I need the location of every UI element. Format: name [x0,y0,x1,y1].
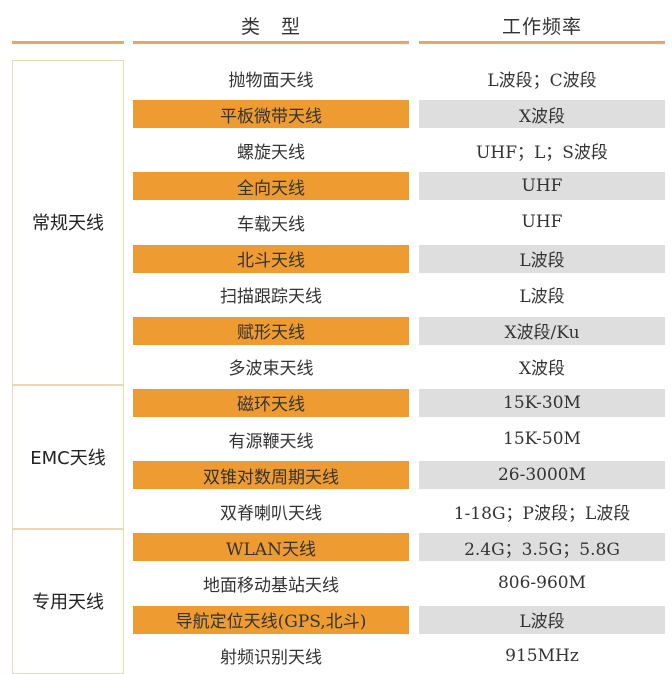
antenna-type: 射频识别天线 [220,648,322,669]
operating-frequency: 26-3000M [419,461,665,490]
operating-frequency: X波段 [419,100,665,129]
operating-frequency: X波段 [518,359,566,380]
operating-frequency: 15K-30M [419,388,665,417]
table-row: 有源鞭天线 15K-50M [0,421,672,457]
antenna-type: 北斗天线 [133,244,409,273]
table-row: 磁环天线 15K-30M [0,385,672,421]
operating-frequency: L波段 [419,244,665,273]
antenna-type: 车载天线 [237,214,305,235]
table-row: 双脊喇叭天线 1-18G；P波段；L波段 [0,493,672,529]
table-row: 双锥对数周期天线 26-3000M [0,457,672,493]
table-row: 螺旋天线 UHF；L；S波段 [0,132,672,168]
operating-frequency: L波段 [519,287,565,308]
operating-frequency: UHF [521,212,563,233]
antenna-type: 扫描跟踪天线 [220,287,322,308]
antenna-type: 平板微带天线 [133,100,409,129]
antenna-type: 全向天线 [133,172,409,201]
antenna-type: WLAN天线 [133,533,409,562]
header-rule [133,41,409,44]
table-row: 导航定位天线(GPS,北斗) L波段 [0,602,672,638]
antenna-type: 双脊喇叭天线 [220,503,322,524]
operating-frequency: UHF [419,172,665,201]
header-frequency: 工作频率 [501,16,582,38]
antenna-type: 螺旋天线 [237,142,305,163]
antenna-type: 赋形天线 [133,316,409,345]
table-row: 射频识别天线 915MHz [0,638,672,674]
operating-frequency: 915MHz [505,645,579,666]
table-row: 赋形天线 X波段/Ku [0,313,672,349]
table-row: WLAN天线 2.4G；3.5G；5.8G [0,529,672,565]
table-row: 地面移动基站天线 806-960M [0,565,672,601]
header-rule [12,41,124,44]
operating-frequency: L波段 [419,605,665,634]
antenna-type: 抛物面天线 [228,70,314,91]
table-row: 平板微带天线 X波段 [0,96,672,132]
group-label: 专用天线 [12,529,124,674]
table-row: 扫描跟踪天线 L波段 [0,277,672,313]
operating-frequency: 1-18G；P波段；L波段 [453,503,631,524]
operating-frequency: UHF；L；S波段 [476,142,608,163]
group-label: 常规天线 [12,60,124,385]
antenna-type: 地面移动基站天线 [203,575,339,596]
antenna-type: 双锥对数周期天线 [133,461,409,490]
group-label: EMC天线 [12,384,124,530]
antenna-type: 磁环天线 [133,388,409,417]
operating-frequency: X波段/Ku [419,316,665,345]
operating-frequency: 15K-50M [503,429,581,449]
header-rule [419,41,665,44]
antenna-type: 导航定位天线(GPS,北斗) [133,605,409,634]
table-row: 抛物面天线 L波段；C波段 [0,60,672,96]
table-row: 车载天线 UHF [0,204,672,240]
table-row: 多波束天线 X波段 [0,349,672,385]
table-row: 北斗天线 L波段 [0,241,672,277]
operating-frequency: 806-960M [497,573,587,594]
table-row: 全向天线 UHF [0,168,672,204]
antenna-type: 有源鞭天线 [228,431,314,452]
operating-frequency: L波段；C波段 [487,70,597,91]
header-type: 类 型 [240,16,301,38]
antenna-type: 多波束天线 [228,359,314,380]
operating-frequency: 2.4G；3.5G；5.8G [419,533,665,562]
